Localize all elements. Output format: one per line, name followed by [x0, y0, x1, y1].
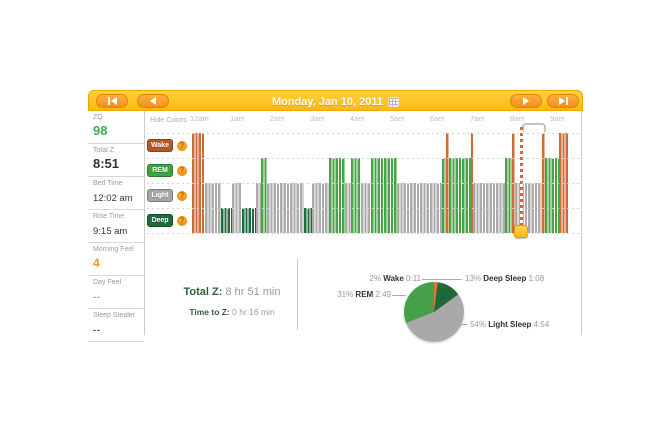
total-z-label: Total Z:: [183, 286, 223, 298]
sidebar-label-sleep-stealer: Sleep Stealer: [93, 312, 136, 319]
hide-colors-link[interactable]: Hide Colors: [150, 117, 187, 124]
time-to-z-value: 0 hr 16 min: [232, 307, 275, 317]
sleep-segment-rem: [371, 158, 397, 233]
sidebar-value-morning-feel: 4: [93, 256, 100, 270]
legend-wake-button[interactable]: Wake: [147, 139, 173, 152]
sleep-segment-deep: [241, 208, 256, 233]
sleep-tracker-window: Monday, Jan 10, 2011 ZQ 98 Total Z 8:51 Bed …: [88, 90, 584, 365]
last-day-button[interactable]: [547, 94, 579, 108]
sleep-phase-pie-chart: [404, 282, 464, 342]
summary-divider: [297, 258, 298, 330]
sidebar-item-day-feel: Day Feel --: [88, 276, 144, 309]
previous-day-button[interactable]: [137, 94, 169, 108]
legend-row-deep: Deep?: [147, 214, 191, 227]
date-label: Monday, Jan 10, 2011: [271, 95, 384, 108]
sidebar-label-morning-feel: Morning Feel: [93, 246, 134, 253]
sleep-segment-rem: [448, 158, 471, 233]
hour-label-9am: 9am: [550, 114, 565, 123]
help-icon[interactable]: ?: [177, 215, 187, 226]
legend-deep-button[interactable]: Deep: [147, 214, 173, 227]
sleep-segment-rem: [505, 158, 512, 233]
sidebar-item-zq: ZQ 98: [88, 111, 144, 144]
sleep-segment-rem: [545, 158, 559, 233]
total-z-line: Total Z: 8 hr 51 min: [168, 286, 296, 298]
legend-light-button[interactable]: Light: [147, 189, 173, 202]
selection-bracket[interactable]: [522, 123, 546, 132]
first-day-button[interactable]: [96, 94, 128, 108]
pie-leader-line: [445, 279, 462, 280]
sleep-segment-rem: [328, 158, 346, 233]
sidebar-item-sleep-stealer: Sleep Stealer --: [88, 309, 144, 342]
legend-row-wake: Wake?: [147, 139, 191, 152]
sleep-segment-rem: [350, 158, 361, 233]
next-day-button[interactable]: [510, 94, 542, 108]
date-display: Monday, Jan 10, 2011: [89, 91, 582, 112]
legend-rem-button[interactable]: REM: [147, 164, 173, 177]
skip-last-icon: [558, 97, 565, 105]
pie-leader-line: [392, 295, 406, 296]
hour-label-12am: 12am: [190, 114, 209, 123]
sleep-segment-deep: [303, 208, 312, 233]
pie-leader-line: [452, 324, 467, 325]
sleep-segment-deep: [221, 208, 232, 233]
next-icon: [523, 97, 529, 105]
calendar-icon[interactable]: [388, 96, 400, 107]
pie-label-deep: 13% Deep Sleep 1:08: [465, 274, 545, 283]
sidebar-label-rise-time: Rise Time: [93, 213, 125, 220]
stats-sidebar: ZQ 98 Total Z 8:51 Bed Time 12:02 am Rise Time…: [88, 111, 145, 342]
hour-label-1am: 1am: [230, 114, 245, 123]
hour-label-8am: 8am: [510, 114, 525, 123]
sidebar-item-morning-feel: Morning Feel 4: [88, 243, 144, 276]
date-navigation-bar: Monday, Jan 10, 2011: [88, 90, 583, 111]
pie-label-rem: 31% REM 2:49: [337, 290, 391, 299]
sidebar-label-total-z: Total Z: [93, 147, 115, 154]
help-icon[interactable]: ?: [177, 140, 187, 151]
sidebar-label-day-feel: Day Feel: [93, 279, 122, 286]
sidebar-label-bed-time: Bed Time: [93, 180, 123, 187]
time-to-z-label: Time to Z:: [189, 307, 230, 317]
sidebar-value-sleep-stealer: --: [93, 325, 101, 335]
sleep-summary: Total Z: 8 hr 51 min Time to Z: 0 hr 16 …: [168, 286, 296, 317]
scrubber-handle[interactable]: [513, 225, 528, 238]
sleep-segment-rem: [261, 158, 267, 233]
legend-row-rem: REM?: [147, 164, 191, 177]
sidebar-label-zq: ZQ: [93, 114, 103, 121]
gridline: [147, 133, 579, 134]
sleep-segment-rem: [441, 158, 446, 233]
sidebar-value-total-z: 8:51: [93, 156, 120, 171]
hour-label-6am: 6am: [430, 114, 445, 123]
pie-leader-line: [422, 279, 448, 280]
sidebar-item-total-z: Total Z 8:51: [88, 144, 144, 177]
sidebar-item-bed-time: Bed Time 12:02 am: [88, 177, 144, 210]
skip-first-icon: [107, 97, 110, 105]
gridline: [147, 183, 579, 184]
pie-label-wake: 2% Wake 0:11: [369, 274, 421, 283]
hour-label-4am: 4am: [350, 114, 365, 123]
hour-label-5am: 5am: [390, 114, 405, 123]
help-icon[interactable]: ?: [177, 190, 187, 201]
time-to-z-line: Time to Z: 0 hr 16 min: [168, 307, 296, 317]
sleep-graph-panel: Hide Colors 12am 1am 2am 3am 4am 5am 6am 7am 8am…: [145, 111, 582, 335]
gridline: [147, 233, 579, 234]
hour-label-7am: 7am: [470, 114, 485, 123]
help-icon[interactable]: ?: [177, 165, 187, 176]
hour-label-3am: 3am: [310, 114, 325, 123]
sidebar-value-zq: 98: [93, 123, 108, 138]
hour-label-2am: 2am: [270, 114, 285, 123]
sidebar-item-rise-time: Rise Time 9:15 am: [88, 210, 144, 243]
sidebar-value-bed-time: 12:02 am: [93, 193, 133, 204]
pie-label-light: 54% Light Sleep 4:54: [470, 320, 550, 329]
scrubber-line: [519, 127, 523, 233]
total-z-value: 8 hr 51 min: [225, 286, 281, 298]
previous-icon: [150, 97, 156, 105]
legend-row-light: Light?: [147, 189, 191, 202]
gridline: [147, 208, 579, 209]
sidebar-value-rise-time: 9:15 am: [93, 226, 128, 237]
gridline: [147, 158, 579, 159]
sidebar-value-day-feel: --: [93, 292, 101, 302]
